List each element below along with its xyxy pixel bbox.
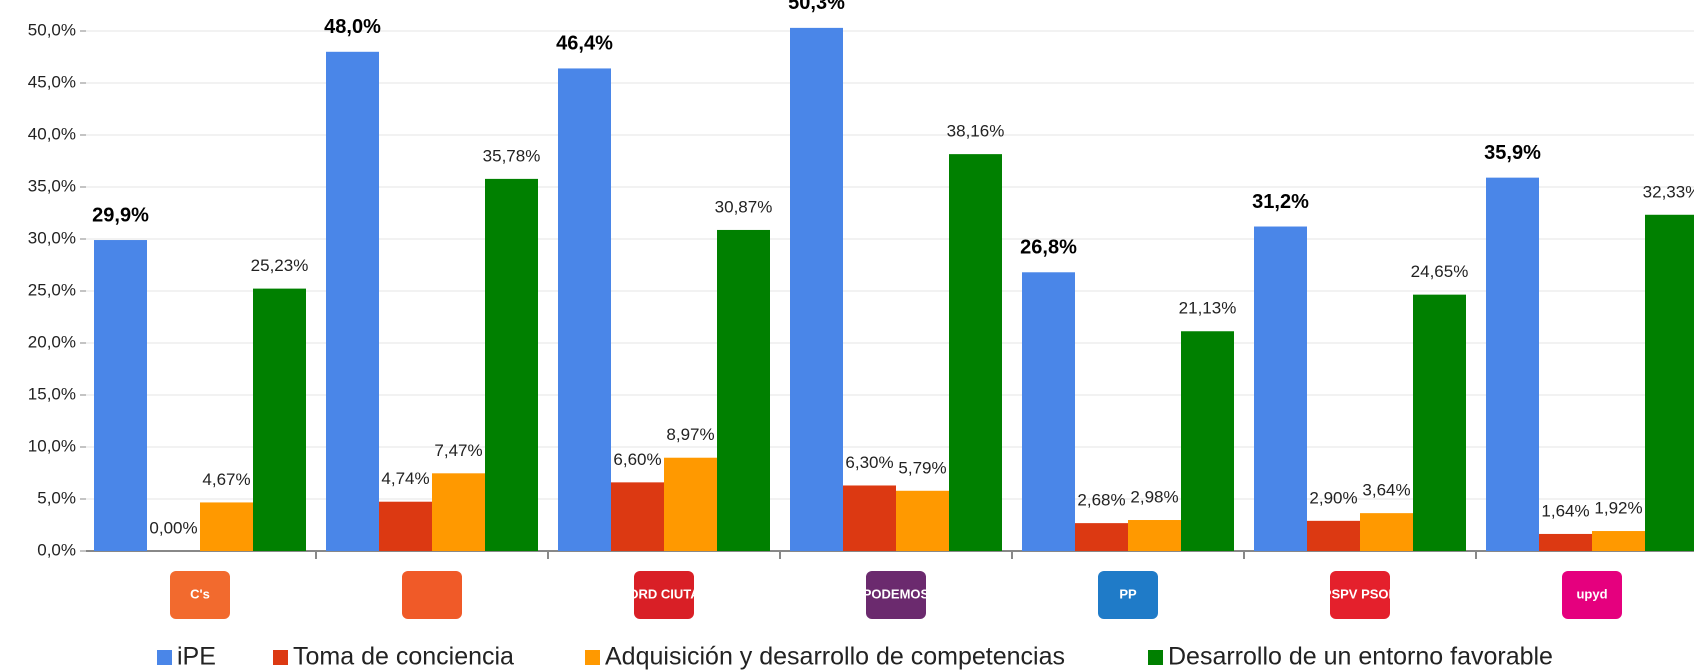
bar xyxy=(896,490,949,551)
value-label: 38,16% xyxy=(947,122,1005,141)
value-label: 50,3% xyxy=(788,0,845,14)
legend-label: Toma de conciencia xyxy=(293,643,514,670)
value-label: 26,8% xyxy=(1020,237,1077,259)
legend-label: iPE xyxy=(177,643,216,670)
legend-swatch xyxy=(1148,650,1163,665)
value-label: 31,2% xyxy=(1252,191,1309,213)
value-label: 29,9% xyxy=(92,204,149,226)
bar xyxy=(1592,531,1645,551)
value-label: 0,00% xyxy=(149,518,197,537)
value-label: 4,74% xyxy=(381,469,429,488)
bar xyxy=(253,288,306,551)
bar xyxy=(1486,177,1539,551)
value-label: 4,67% xyxy=(202,470,250,489)
y-tick-label: 20,0% xyxy=(28,332,76,351)
value-label: 5,79% xyxy=(898,458,946,477)
legend-swatch xyxy=(585,650,600,665)
value-label: 21,13% xyxy=(1179,299,1237,318)
legend-label: Adquisición y desarrollo de competencias xyxy=(605,643,1065,670)
bar xyxy=(843,485,896,551)
x-tick-label: C's xyxy=(190,586,210,601)
bar xyxy=(949,154,1002,552)
y-tick-label: 5,0% xyxy=(37,488,76,507)
y-tick-label: 30,0% xyxy=(28,228,76,247)
bar xyxy=(1360,513,1413,551)
bar xyxy=(485,178,538,551)
y-tick-label: 50,0% xyxy=(28,20,76,39)
value-label: 2,68% xyxy=(1077,491,1125,510)
y-tick-label: 15,0% xyxy=(28,384,76,403)
bar xyxy=(664,457,717,551)
y-tick-label: 40,0% xyxy=(28,124,76,143)
value-label: 2,90% xyxy=(1309,488,1357,507)
value-label: 2,98% xyxy=(1130,487,1178,506)
value-label: 35,78% xyxy=(483,146,541,165)
x-tick-label: upyd xyxy=(1576,586,1607,601)
value-label: 3,64% xyxy=(1362,481,1410,500)
party-logo xyxy=(634,571,694,619)
y-tick-label: 35,0% xyxy=(28,176,76,195)
bar xyxy=(432,473,485,551)
legend-label: Desarrollo de un entorno favorable xyxy=(1168,643,1553,670)
y-tick-label: 45,0% xyxy=(28,72,76,91)
party-logo xyxy=(1098,571,1158,619)
bar xyxy=(1307,520,1360,551)
x-tick-label: PODEMOS xyxy=(863,586,930,601)
value-label: 46,4% xyxy=(556,33,613,55)
bar xyxy=(1539,533,1592,551)
value-label: 30,87% xyxy=(715,197,773,216)
value-label: 1,92% xyxy=(1594,499,1642,518)
party-logo xyxy=(1330,571,1390,619)
y-tick-label: 10,0% xyxy=(28,436,76,455)
x-tick-label: ACORD CIUTADÀ xyxy=(610,586,719,601)
value-label: 7,47% xyxy=(434,441,482,460)
party-logo xyxy=(170,571,230,619)
value-label: 1,64% xyxy=(1541,501,1589,520)
party-logo xyxy=(866,571,926,619)
bar xyxy=(1181,331,1234,551)
value-label: 24,65% xyxy=(1411,262,1469,281)
value-label: 6,60% xyxy=(613,450,661,469)
value-label: 35,9% xyxy=(1484,142,1541,164)
y-tick-label: 25,0% xyxy=(28,280,76,299)
value-label: 6,30% xyxy=(845,453,893,472)
bar xyxy=(1254,226,1307,551)
bar xyxy=(94,240,147,552)
bar xyxy=(1413,294,1466,551)
x-tick-label: PP xyxy=(1119,586,1137,601)
bar xyxy=(1022,272,1075,551)
party-logo xyxy=(1562,571,1622,619)
bar xyxy=(717,229,770,551)
x-tick-label: PSPV PSOE xyxy=(1323,586,1398,601)
bar xyxy=(1075,523,1128,551)
bar xyxy=(326,51,379,552)
value-label: 8,97% xyxy=(666,425,714,444)
value-label: 25,23% xyxy=(251,256,309,275)
value-label: 32,33% xyxy=(1643,182,1694,201)
bar xyxy=(200,502,253,551)
legend-swatch xyxy=(157,650,172,665)
bar xyxy=(558,68,611,551)
bar xyxy=(790,27,843,551)
party-logo xyxy=(402,571,462,619)
bar xyxy=(1645,214,1694,551)
y-tick-label: 0,0% xyxy=(37,540,76,559)
bar xyxy=(1128,520,1181,551)
legend-swatch xyxy=(273,650,288,665)
value-label: 48,0% xyxy=(324,16,381,38)
bar xyxy=(611,482,664,551)
bar xyxy=(379,501,432,551)
